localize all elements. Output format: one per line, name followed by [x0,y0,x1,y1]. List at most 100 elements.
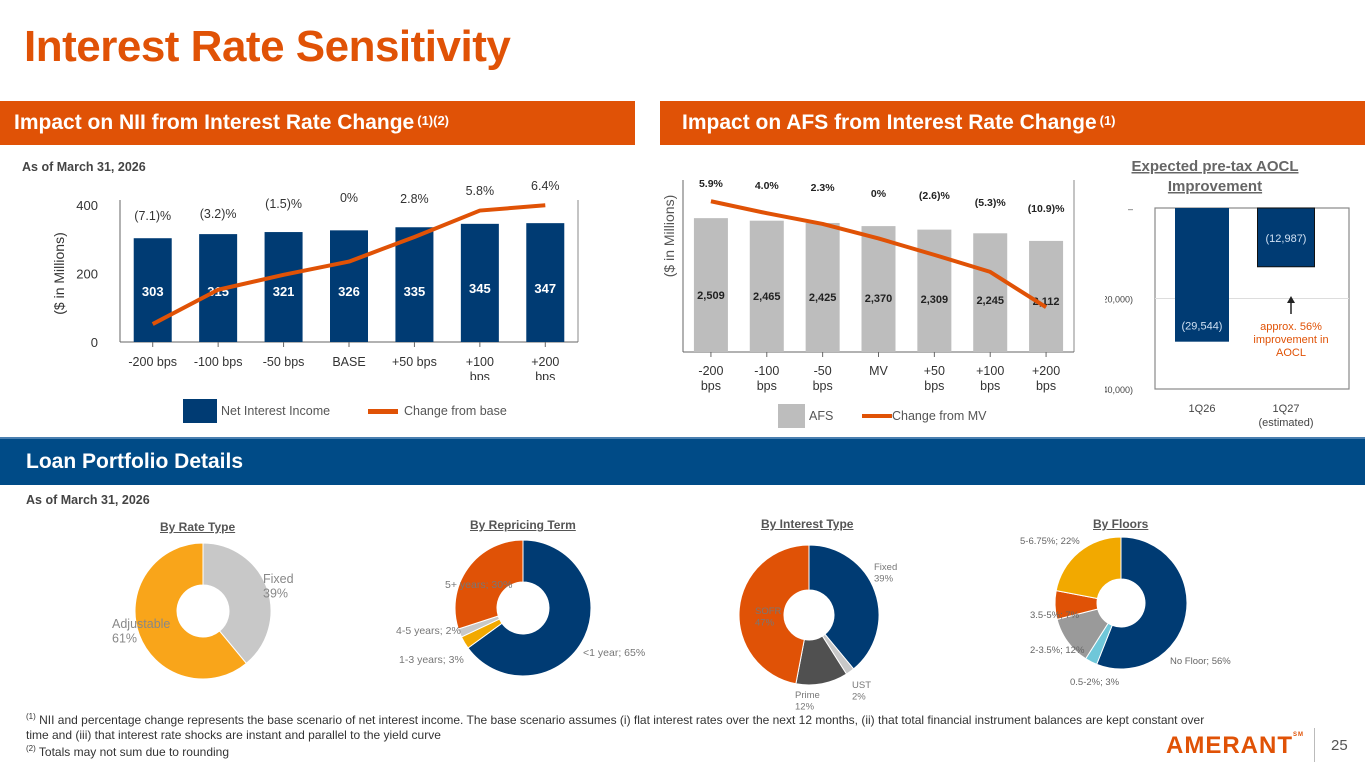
pie-title-floors: By Floors [1093,517,1149,531]
aocl-bar-label: (29,544) [1182,321,1223,333]
afs-section-footnote-ref: (1) [1099,112,1116,128]
aocl-annotation: AOCL [1276,347,1306,359]
footnote-1-text: NII and percentage change represents the… [26,713,1205,742]
afs-bar [693,218,728,352]
nii-legend-bar-swatch [183,399,217,423]
logo-service-mark: SM [1293,732,1304,738]
afs-x-tick-label: +50 [924,364,945,378]
interest_type-slice-label: UST [852,680,871,691]
amerant-logo: AMERANTSM [1166,732,1304,760]
aocl-y-tick-label: (20,000) [1105,295,1133,305]
afs-change-line [710,199,1048,309]
interest_type-slice-label: Fixed [874,562,897,573]
nii-change-label: (1.5)% [265,197,302,211]
rate_type-slice-label: 39% [263,587,288,601]
floors-slice-label: 3.5-5%; 7% [1030,610,1080,621]
rate_type-slice [202,542,272,665]
nii-legend-line-swatch [368,408,398,414]
floors-slice [1096,536,1188,670]
afs-change-label: (10.9)% [1028,203,1065,215]
pie-floors: No Floor; 56% 0.5-2%; 3% 2-3.5%; 12% 3.5-5%… [1020,536,1231,688]
nii-section-header: Impact on NII from Interest Rate Change … [0,101,635,145]
nii-bar-label: 345 [469,281,491,296]
afs-bar-label: 2,370 [865,293,893,305]
interest_type-slice-label: Prime [795,690,820,701]
aocl-chart: Expected pre-tax AOCL Improvement – (20,000… [1105,158,1350,429]
afs-bar [1029,240,1064,352]
pie-title-interest-type: By Interest Type [761,517,854,531]
floors-slice-label: 2-3.5%; 12% [1030,645,1085,656]
aocl-x-tick-label: 1Q26 [1189,403,1216,415]
repricing-slice-label: 1-3 years; 3% [399,654,464,666]
aocl-x-tick-label: 1Q27 [1273,403,1300,415]
pie-repricing: <1 year; 65% 1-3 years; 3% 4-5 years; 2% 5+… [396,539,645,677]
nii-x-tick-label: bps [535,370,555,380]
aocl-y-tick-label: (40,000) [1105,385,1133,395]
nii-y-axis-label: ($ in Millions) [51,232,67,314]
repricing-slice [454,539,524,630]
afs-x-tick-label: +100 [976,364,1004,378]
nii-legend-line-label: Change from base [404,404,507,418]
aocl-title: Expected pre-tax AOCL [1132,158,1299,175]
afs-x-tick-label: -50 [814,364,832,378]
afs-x-tick-label: MV [869,364,888,378]
logo-text: AMERANT [1166,732,1293,759]
nii-bar [330,230,368,342]
loan-as-of-date: As of March 31, 2026 [26,493,150,507]
nii-bar [264,232,303,342]
nii-x-tick-label: BASE [332,355,365,369]
afs-legend-line-swatch [862,414,892,418]
nii-x-tick-label: -100 bps [194,355,243,369]
repricing-slice-label: 4-5 years; 2% [396,625,461,637]
aocl-annotation: improvement in [1253,334,1328,346]
nii-as-of-date: As of March 31, 2026 [22,160,146,174]
interest_type-slice [738,544,810,685]
nii-change-label: 0% [340,191,358,205]
loan-section-title: Loan Portfolio Details [26,450,244,473]
afs-bar-label: 2,465 [753,291,781,303]
afs-x-tick-label: +200 [1032,364,1060,378]
nii-bar-label: 321 [273,284,295,299]
nii-change-label: 2.8% [400,192,429,206]
footnote-2-text: Totals may not sum due to rounding [38,745,230,759]
rate_type-slice-label: Fixed [263,572,294,586]
afs-bar [973,233,1008,352]
nii-change-label: (3.2)% [200,207,237,221]
rate_type-slice [134,542,248,680]
afs-section-title: Impact on AFS from Interest Rate Change [682,111,1097,134]
afs-bar [917,229,952,352]
aocl-x-tick-sublabel: (estimated) [1258,417,1313,429]
afs-legend-line: Change from MV [862,409,986,423]
afs-x-tick-label: -100 [754,364,779,378]
afs-x-tick-label: -200 [698,364,723,378]
repricing-slice [467,539,592,677]
interest_type-slice-label: 2% [852,692,866,703]
afs-bar [805,222,840,352]
afs-bar-label: 2,509 [697,290,725,302]
repricing-slice-label: 5+ years; 30% [445,579,512,591]
pie-title-rate-type: By Rate Type [160,520,236,534]
aocl-title-line2: Improvement [1168,178,1262,195]
afs-bar-label: 2,309 [921,294,949,306]
interest_type-slice-label: 12% [795,702,815,713]
nii-y-tick-label: 200 [76,267,98,282]
interest_type-slice-label: 47% [755,618,775,629]
nii-x-tick-label: -200 bps [128,355,177,369]
page-number: 25 [1331,737,1348,754]
nii-bar [526,223,565,342]
interest_type-slice [808,544,880,670]
afs-change-label: 5.9% [699,178,724,190]
nii-y-tick-label: 400 [76,198,98,213]
rate_type-slice-label: 61% [112,632,137,646]
afs-x-tick-label: bps [757,379,777,393]
floors-slice-label: 0.5-2%; 3% [1070,677,1120,688]
nii-x-tick-label: +200 [531,355,559,369]
aocl-bar [1257,207,1315,268]
aocl-y-tick-label: – [1128,204,1133,214]
floors-slice-label: No Floor; 56% [1170,656,1231,667]
nii-change-label: 5.8% [466,184,495,198]
nii-section-title: Impact on NII from Interest Rate Change [14,111,415,134]
rate_type-slice-label: Adjustable [112,617,170,631]
afs-x-tick-label: bps [980,379,1000,393]
